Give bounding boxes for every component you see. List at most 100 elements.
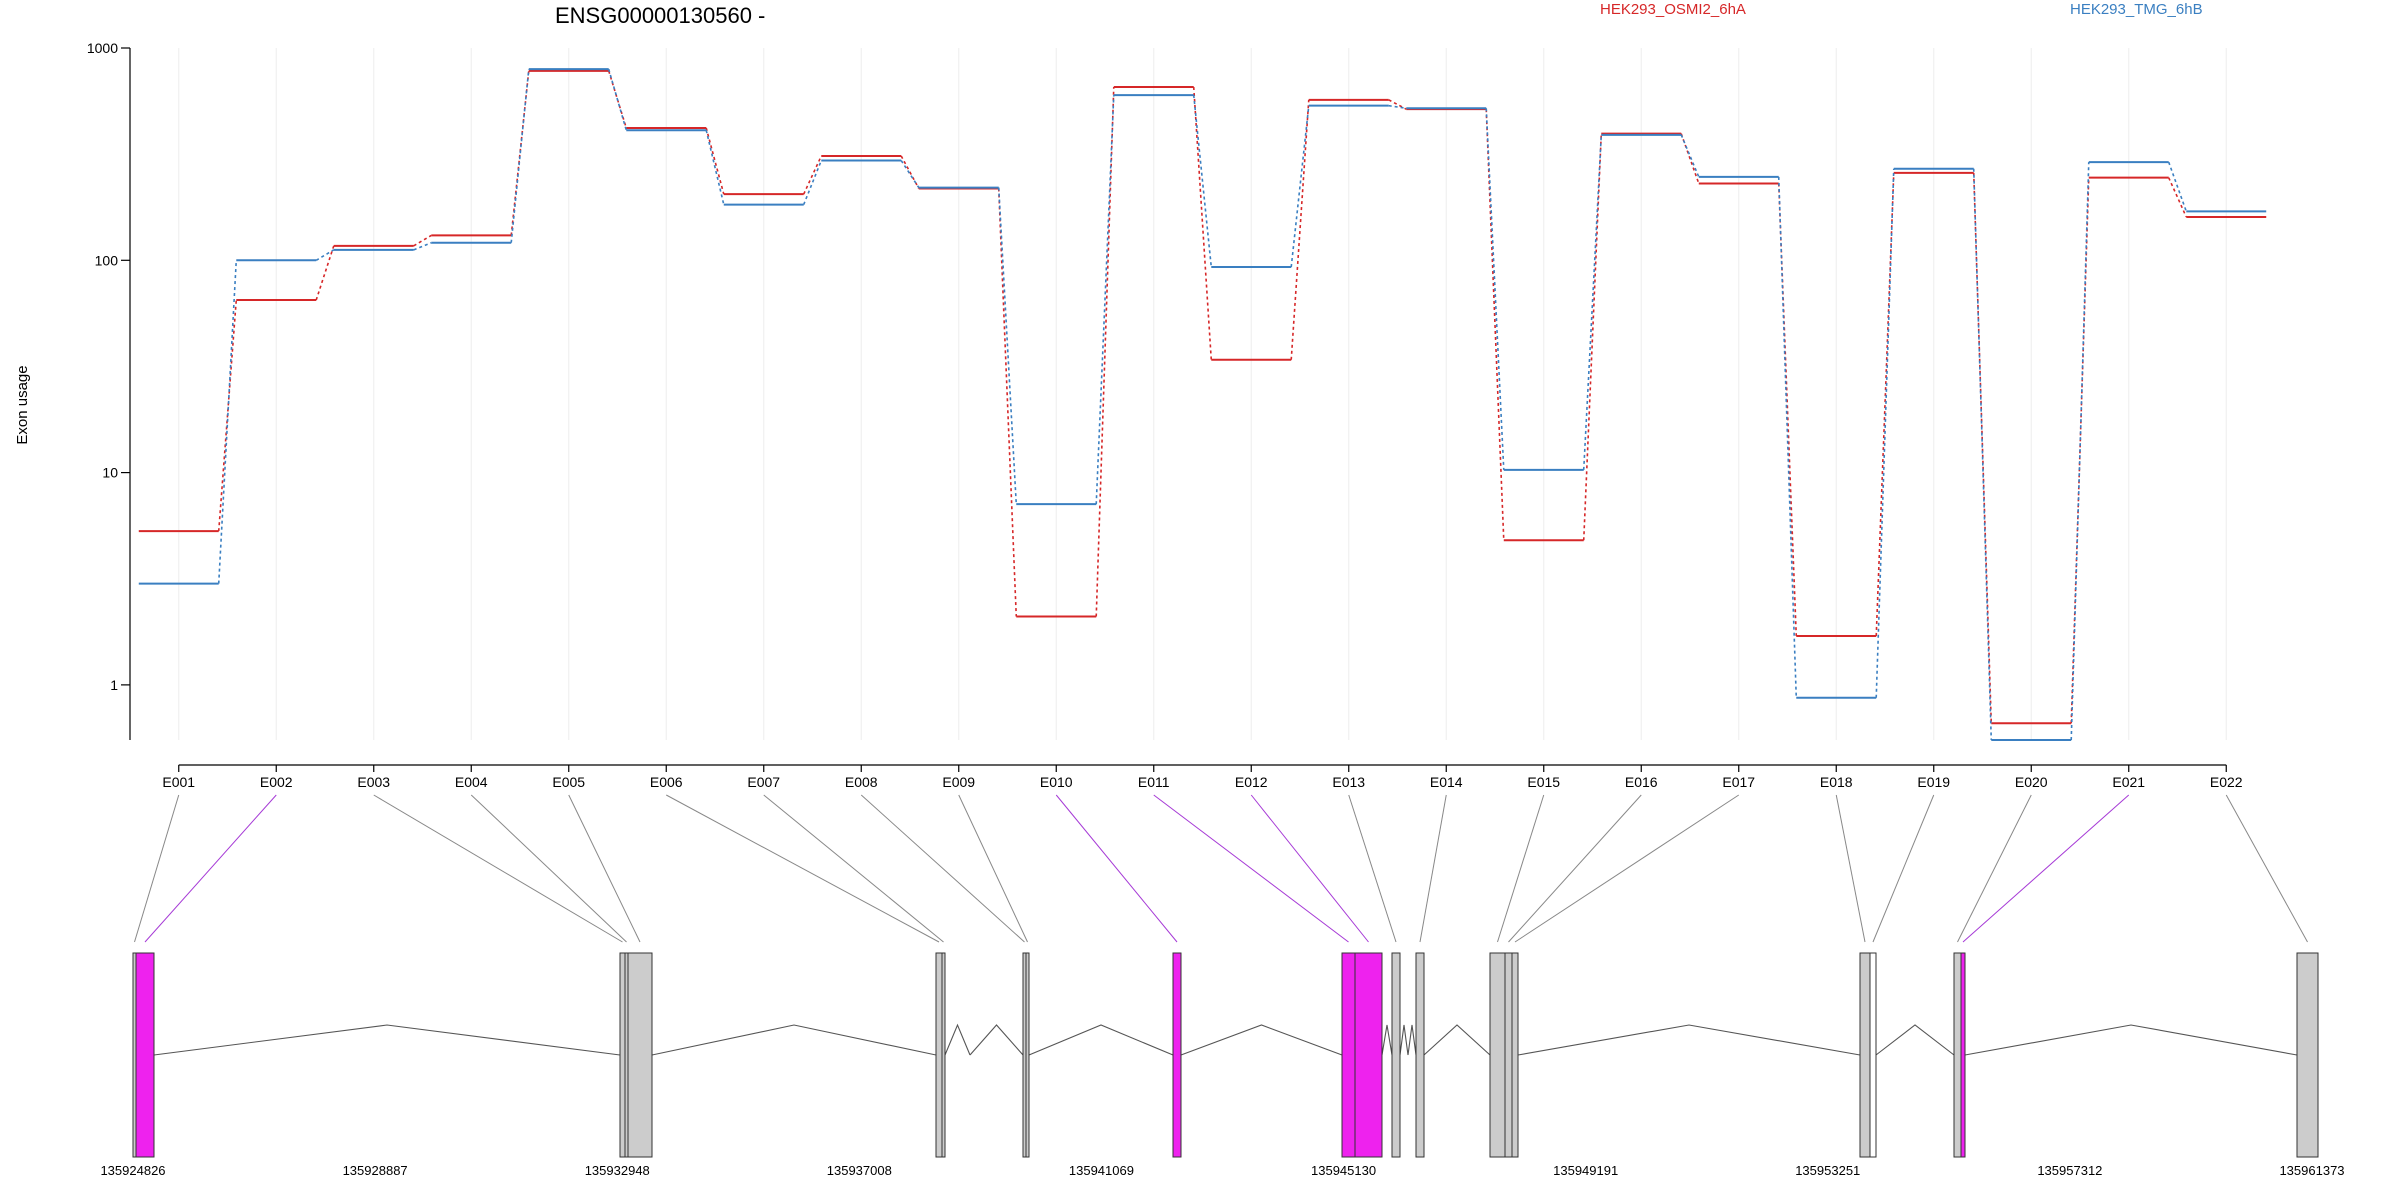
intron-7 — [1381, 1024, 1393, 1056]
connector-e005 — [568, 794, 641, 943]
connector-e018 — [1835, 794, 1866, 943]
connector-e012 — [1250, 794, 1369, 943]
y-tick-label-1000: 1000 — [87, 40, 118, 56]
exon-box-e017 — [1511, 952, 1519, 1158]
series-2-connector-11 — [1192, 95, 1213, 268]
connector-e014 — [1419, 794, 1447, 943]
series-2-connector-6 — [705, 130, 725, 205]
axes: 1000 100 10 1 E001 E002 E003 E004 E005 E006 E007 E0… — [87, 40, 2243, 790]
chart-title: ENSG00000130560 - — [555, 3, 765, 28]
series-2-connector-16 — [1680, 134, 1700, 178]
series-1-connector-21 — [2167, 177, 2188, 218]
connector-e011 — [1153, 794, 1349, 943]
connector-e010 — [1055, 794, 1178, 943]
x-tick-label-e008: E008 — [845, 774, 878, 790]
coordinate-label-2: 135928887 — [343, 1163, 408, 1178]
exon-box-e016 — [1504, 952, 1513, 1158]
x-tick-label-e021: E021 — [2112, 774, 2145, 790]
connector-e017 — [1514, 794, 1740, 943]
exon-box-e015 — [1489, 952, 1506, 1158]
series-2-connector-13 — [1388, 104, 1407, 110]
series-1-connector-14 — [1485, 109, 1505, 541]
connector-e016 — [1508, 794, 1642, 943]
exon-box-e018 — [1859, 952, 1871, 1158]
coordinate-label-6: 135945130 — [1311, 1163, 1376, 1178]
connector-e002 — [144, 794, 277, 943]
intron-3 — [944, 1023, 971, 1056]
connector-e013 — [1348, 794, 1397, 943]
series-1-connector-7 — [802, 155, 823, 195]
series-2-connector-7 — [802, 160, 823, 205]
series-2-connector-19 — [1972, 168, 1993, 741]
connector-e021 — [1962, 794, 2130, 943]
series-1-connector-2 — [315, 245, 335, 301]
series-1-connector-3 — [413, 234, 432, 247]
connector-e004 — [470, 794, 627, 943]
series-1-connector-10 — [1095, 86, 1115, 617]
x-tick-label-e019: E019 — [1917, 774, 1950, 790]
series-2-connector-3 — [413, 241, 432, 251]
x-tick-label-e022: E022 — [2210, 774, 2243, 790]
intron-4 — [969, 1024, 1024, 1056]
legend-series-2: HEK293_TMG_6hB — [2070, 1, 2203, 18]
coordinate-label-3: 135932948 — [585, 1163, 650, 1178]
series-2-connector-18 — [1875, 168, 1895, 698]
x-tick-label-e015: E015 — [1527, 774, 1560, 790]
x-tick-label-e018: E018 — [1820, 774, 1853, 790]
series-1-connector-15 — [1582, 133, 1603, 541]
series-1-connector-9 — [997, 188, 1018, 617]
exon-box-e019 — [1869, 952, 1877, 1158]
series-2-connector-21 — [2167, 161, 2188, 212]
y-tick-label-10: 10 — [102, 465, 118, 481]
intron-8 — [1399, 1024, 1409, 1056]
exon-box-e014 — [1415, 952, 1425, 1158]
exon-box-e022 — [2296, 952, 2319, 1158]
exon-box-e009 — [1025, 952, 1030, 1158]
connector-e009 — [958, 794, 1028, 943]
x-tick-label-e016: E016 — [1625, 774, 1658, 790]
series-1-connector-5 — [607, 70, 628, 129]
gene-model: 135924826 135928887 135932948 135937008 1359… — [100, 952, 2345, 1178]
exon-box-e011 — [1341, 952, 1356, 1158]
intron-6 — [1180, 1024, 1343, 1056]
intron-13 — [1964, 1024, 2298, 1056]
exon-connectors — [134, 794, 2308, 943]
x-tick-label-e004: E004 — [455, 774, 488, 790]
series-2-connector-5 — [607, 68, 628, 131]
connector-e019 — [1872, 794, 1935, 943]
exon-box-e020 — [1953, 952, 1962, 1158]
exon-box-e002 — [135, 952, 155, 1158]
x-tick-label-e013: E013 — [1332, 774, 1365, 790]
coordinate-label-1: 135924826 — [100, 1163, 165, 1178]
intron-9 — [1407, 1024, 1417, 1056]
intron-1 — [153, 1024, 621, 1056]
grid-lines — [178, 48, 2227, 740]
coordinate-label-10: 135961373 — [2279, 1163, 2344, 1178]
x-tick-label-e010: E010 — [1040, 774, 1073, 790]
y-tick-label-1: 1 — [110, 677, 118, 693]
connector-e006 — [666, 794, 940, 943]
series-1-connector-8 — [900, 155, 920, 189]
x-tick-label-e020: E020 — [2015, 774, 2048, 790]
x-tick-label-e002: E002 — [260, 774, 293, 790]
intron-2 — [651, 1024, 937, 1056]
intron-10 — [1423, 1024, 1491, 1056]
x-tick-label-e007: E007 — [747, 774, 780, 790]
exon-box-e006 — [935, 952, 943, 1158]
coordinate-label-9: 135957312 — [2037, 1163, 2102, 1178]
x-tick-label-e017: E017 — [1722, 774, 1755, 790]
series-2-connector-10 — [1095, 95, 1115, 505]
series-2 — [138, 68, 2267, 741]
intron-5 — [1028, 1024, 1174, 1056]
connector-e003 — [373, 794, 623, 943]
x-tick-label-e012: E012 — [1235, 774, 1268, 790]
exon-box-e005 — [627, 952, 653, 1158]
series-2-connector-14 — [1485, 108, 1505, 470]
coordinate-label-7: 135949191 — [1553, 1163, 1618, 1178]
connector-e007 — [763, 794, 944, 943]
intron-12 — [1875, 1024, 1955, 1056]
connector-e022 — [2225, 794, 2308, 943]
exon-box-e003 — [619, 952, 626, 1158]
connector-e020 — [1957, 794, 2032, 943]
